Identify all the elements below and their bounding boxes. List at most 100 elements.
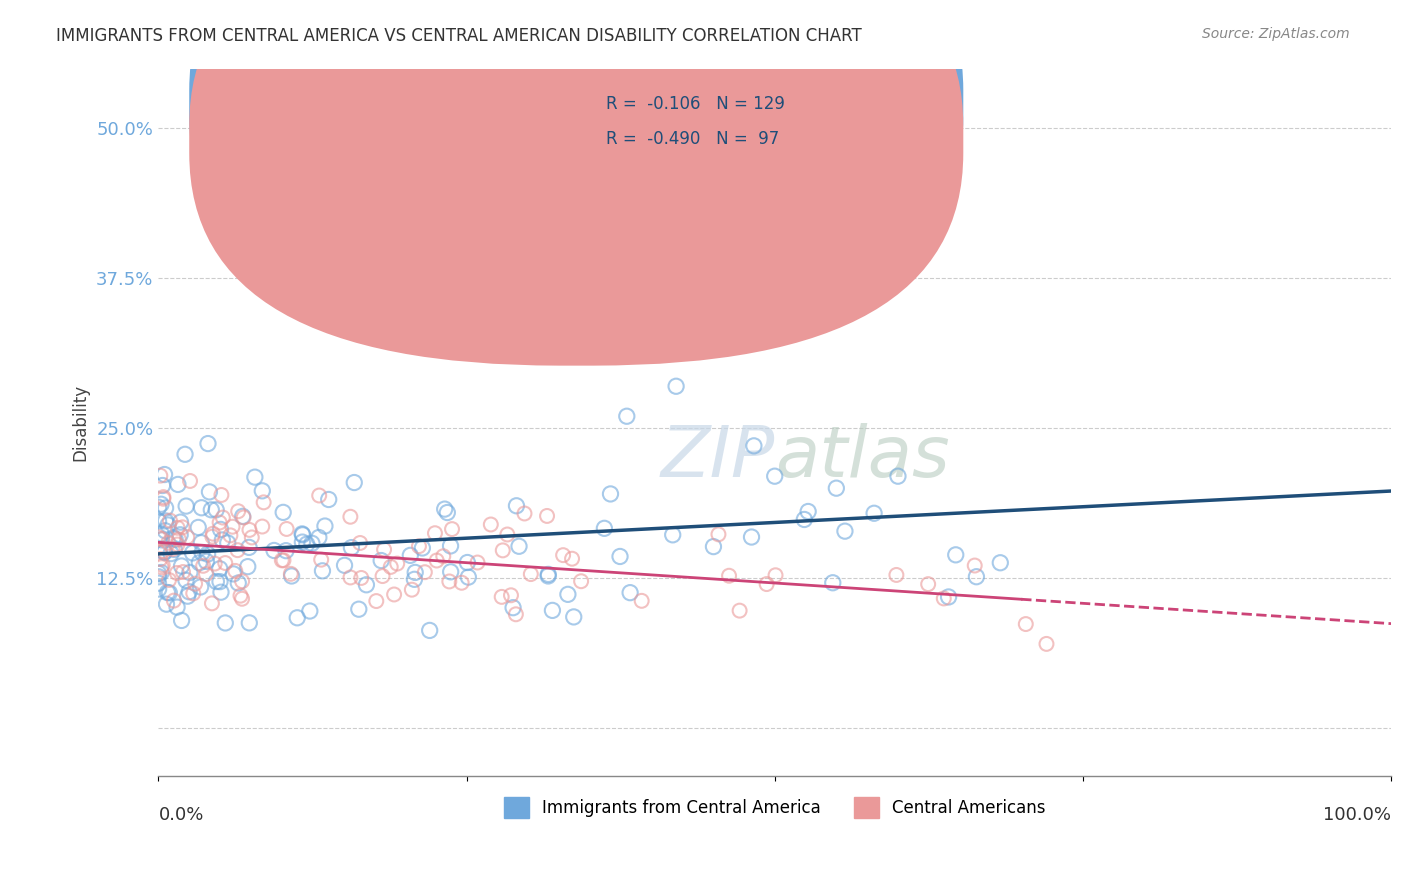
Central Americans — [163, 593, 186, 607]
Immigrants from Central America — [162, 531, 184, 545]
Immigrants from Central America — [502, 600, 524, 615]
Immigrants from Central America — [188, 556, 211, 570]
Immigrants from Central America — [150, 526, 173, 541]
Central Americans — [166, 537, 188, 551]
Central Americans — [413, 565, 436, 579]
Central Americans — [208, 516, 231, 530]
Central Americans — [231, 591, 253, 606]
Immigrants from Central America — [945, 548, 967, 562]
Central Americans — [270, 553, 292, 567]
Immigrants from Central America — [541, 603, 564, 617]
Immigrants from Central America — [153, 467, 176, 482]
Immigrants from Central America — [763, 469, 786, 483]
Immigrants from Central America — [222, 566, 245, 581]
Central Americans — [339, 570, 361, 584]
FancyBboxPatch shape — [534, 76, 891, 171]
Immigrants from Central America — [562, 610, 585, 624]
Central Americans — [499, 588, 522, 602]
Central Americans — [382, 587, 405, 601]
Central Americans — [380, 560, 402, 574]
Immigrants from Central America — [347, 602, 370, 616]
Text: IMMIGRANTS FROM CENTRAL AMERICA VS CENTRAL AMERICAN DISABILITY CORRELATION CHART: IMMIGRANTS FROM CENTRAL AMERICA VS CENTR… — [56, 27, 862, 45]
Immigrants from Central America — [148, 514, 170, 528]
Central Americans — [707, 527, 730, 541]
Immigrants from Central America — [291, 527, 314, 541]
Immigrants from Central America — [661, 528, 683, 542]
Central Americans — [226, 543, 249, 558]
Central Americans — [561, 551, 583, 566]
Central Americans — [184, 576, 207, 591]
Central Americans — [212, 510, 235, 524]
Immigrants from Central America — [311, 564, 333, 578]
Immigrants from Central America — [148, 582, 170, 596]
Immigrants from Central America — [155, 514, 177, 528]
Central Americans — [479, 517, 502, 532]
Immigrants from Central America — [298, 604, 321, 618]
Central Americans — [467, 556, 489, 570]
Central Americans — [149, 552, 172, 566]
Central Americans — [553, 548, 575, 562]
Central Americans — [152, 490, 174, 504]
Immigrants from Central America — [238, 615, 260, 630]
Immigrants from Central America — [702, 540, 724, 554]
Immigrants from Central America — [593, 521, 616, 535]
Immigrants from Central America — [198, 484, 221, 499]
Immigrants from Central America — [153, 545, 176, 559]
Text: atlas: atlas — [775, 423, 949, 492]
Legend: Immigrants from Central America, Central Americans: Immigrants from Central America, Central… — [496, 790, 1053, 824]
Immigrants from Central America — [148, 570, 170, 584]
Immigrants from Central America — [863, 506, 886, 520]
Central Americans — [232, 510, 254, 524]
Immigrants from Central America — [226, 576, 249, 591]
Immigrants from Central America — [155, 501, 177, 516]
Immigrants from Central America — [938, 590, 960, 604]
Immigrants from Central America — [308, 531, 330, 545]
Central Americans — [308, 489, 330, 503]
Immigrants from Central America — [609, 549, 631, 564]
Central Americans — [224, 564, 246, 578]
FancyBboxPatch shape — [190, 0, 963, 366]
Text: ZIP: ZIP — [661, 423, 775, 492]
Central Americans — [252, 519, 274, 533]
Immigrants from Central America — [148, 500, 170, 515]
Central Americans — [569, 574, 592, 589]
Central Americans — [371, 569, 394, 583]
Immigrants from Central America — [155, 597, 177, 611]
Central Americans — [159, 514, 181, 528]
Immigrants from Central America — [157, 518, 180, 533]
Central Americans — [202, 526, 225, 541]
Central Americans — [191, 558, 214, 573]
Immigrants from Central America — [433, 502, 456, 516]
Immigrants from Central America — [232, 509, 254, 524]
Central Americans — [520, 567, 543, 582]
Immigrants from Central America — [399, 549, 422, 563]
Immigrants from Central America — [169, 528, 191, 542]
Central Americans — [1015, 617, 1038, 632]
Immigrants from Central America — [166, 600, 188, 615]
Immigrants from Central America — [887, 469, 910, 483]
Immigrants from Central America — [274, 543, 297, 558]
Central Americans — [440, 522, 463, 536]
Text: 0.0%: 0.0% — [159, 806, 204, 824]
Central Americans — [350, 571, 373, 585]
Immigrants from Central America — [214, 615, 236, 630]
Central Americans — [963, 558, 986, 573]
Immigrants from Central America — [243, 470, 266, 484]
Central Americans — [201, 530, 224, 544]
Immigrants from Central America — [209, 523, 232, 537]
Text: 100.0%: 100.0% — [1323, 806, 1391, 824]
Immigrants from Central America — [505, 499, 527, 513]
Central Americans — [439, 574, 461, 589]
Immigrants from Central America — [181, 546, 204, 560]
Central Americans — [172, 565, 194, 579]
Immigrants from Central America — [179, 566, 201, 580]
Immigrants from Central America — [176, 589, 198, 603]
Central Americans — [917, 577, 939, 591]
Central Americans — [157, 573, 180, 587]
Central Americans — [273, 553, 295, 567]
Immigrants from Central America — [456, 556, 478, 570]
Immigrants from Central America — [238, 541, 260, 555]
Immigrants from Central America — [195, 554, 218, 568]
Immigrants from Central America — [209, 585, 232, 599]
Central Americans — [886, 568, 908, 582]
